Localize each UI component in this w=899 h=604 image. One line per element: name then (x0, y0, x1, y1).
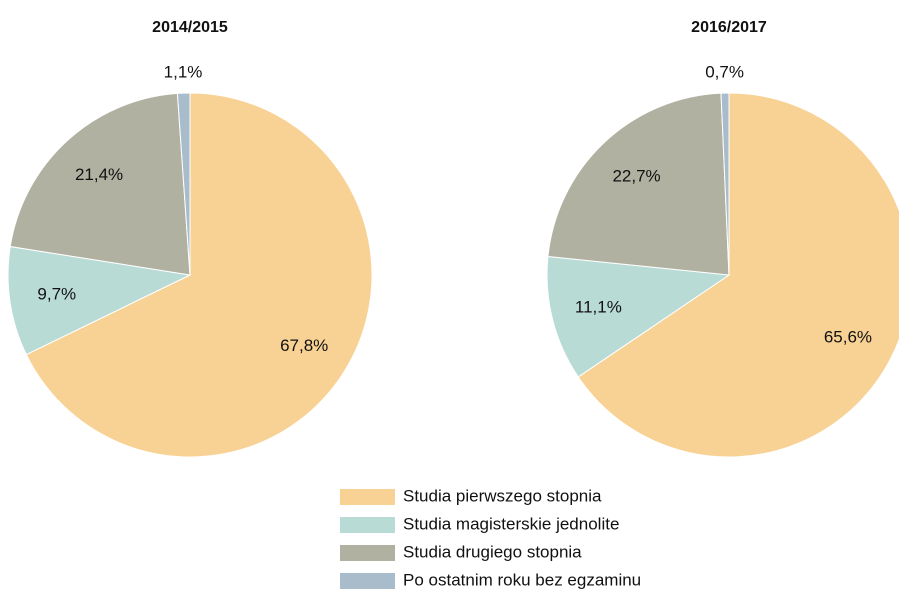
legend-swatch (340, 517, 395, 533)
legend-swatch (340, 489, 395, 505)
legend-swatch (340, 573, 395, 589)
pie-slice (720, 92, 730, 276)
data-label: 0,7% (705, 63, 744, 82)
chart-title: 2014/2015 (152, 19, 228, 36)
data-label: 1,1% (164, 63, 203, 82)
legend-label: Studia pierwszego stopnia (403, 486, 602, 505)
pie-slice (546, 255, 731, 378)
data-label: 22,7% (612, 167, 660, 186)
data-label: 9,7% (37, 284, 76, 303)
pie-slice (176, 92, 191, 276)
pie-slice (7, 245, 192, 356)
pie-slice (9, 92, 191, 276)
data-label: 21,4% (75, 165, 123, 184)
legend-label: Po ostatnim roku bez egzaminu (403, 570, 641, 589)
data-label: 11,1% (575, 297, 622, 316)
data-label: 67,8% (280, 336, 328, 355)
chart-title: 2016/2017 (691, 19, 767, 36)
data-label: 65,6% (824, 328, 872, 347)
pie-slice (547, 92, 730, 276)
legend-label: Studia drugiego stopnia (403, 542, 582, 561)
pie-slice (577, 92, 899, 458)
legend-label: Studia magisterskie jednolite (403, 514, 619, 533)
pie-slice (25, 92, 373, 458)
legend-swatch (340, 545, 395, 561)
